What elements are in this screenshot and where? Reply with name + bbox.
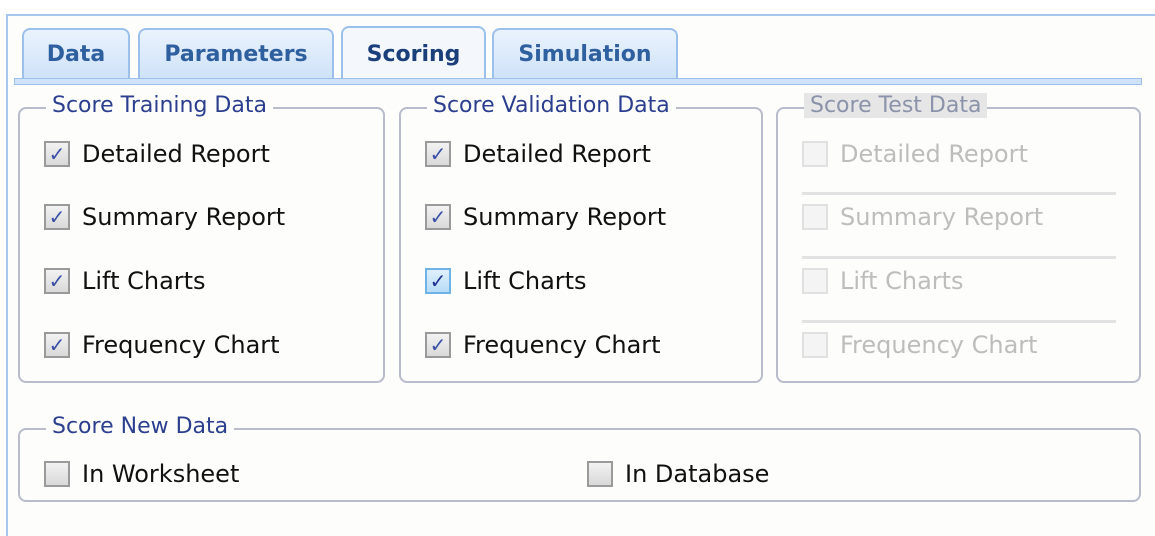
checkbox-unchecked-icon [802,141,828,167]
checkbox-label: Lift Charts [463,267,587,295]
tab-scoring[interactable]: Scoring [341,26,486,80]
checkbox-checked-icon[interactable]: ✓ [425,141,451,167]
frequency-chart-checkbox-row[interactable]: ✓ Frequency Chart [44,331,280,359]
group-title: Score New Data [46,414,235,439]
checkbox-label: Summary Report [82,203,286,231]
checkbox-checked-icon[interactable]: ✓ [44,204,70,230]
checkbox-checked-icon[interactable]: ✓ [44,332,70,358]
detailed-report-checkbox-row[interactable]: ✓ Detailed Report [425,140,651,168]
in-worksheet-checkbox-row[interactable]: In Worksheet [44,460,239,488]
score-training-data-group: Score Training Data ✓ Detailed Report ✓ Sum… [18,93,385,383]
tab-parameters[interactable]: Parameters [138,28,334,78]
checkbox-label: In Worksheet [82,460,240,488]
score-new-data-group: Score New Data In Worksheet In Database [18,414,1141,502]
checkbox-label: Detailed Report [82,140,270,168]
checkbox-checked-icon[interactable]: ✓ [44,141,70,167]
tab-bar-underline [14,78,1142,85]
checkbox-checked-icon[interactable]: ✓ [425,204,451,230]
summary-report-checkbox-row[interactable]: ✓ Summary Report [425,203,666,231]
checkbox-checked-icon[interactable]: ✓ [425,268,451,294]
tab-data[interactable]: Data [22,28,130,78]
checkbox-label: Lift Charts [82,267,206,295]
checkbox-label: Lift Charts [840,267,964,295]
checkbox-checked-icon[interactable]: ✓ [425,332,451,358]
checkbox-unchecked-icon [802,268,828,294]
frequency-chart-checkbox-row: Frequency Chart [802,331,1038,359]
checkbox-unchecked-icon[interactable] [587,461,613,487]
lift-charts-checkbox-row[interactable]: ✓ Lift Charts [425,267,587,295]
checkbox-unchecked-icon [802,204,828,230]
checkbox-label: Detailed Report [840,140,1028,168]
score-validation-data-group: Score Validation Data ✓ Detailed Report ✓ S… [399,93,763,383]
group-title: Score Validation Data [427,93,676,118]
summary-report-checkbox-row: Summary Report [802,203,1043,231]
summary-report-checkbox-row[interactable]: ✓ Summary Report [44,203,285,231]
tab-simulation[interactable]: Simulation [492,28,678,78]
divider [802,192,1116,195]
group-title: Score Test Data [804,93,988,118]
checkbox-unchecked-icon[interactable] [44,461,70,487]
frequency-chart-checkbox-row[interactable]: ✓ Frequency Chart [425,331,661,359]
divider [802,256,1116,259]
checkbox-checked-icon[interactable]: ✓ [44,268,70,294]
checkbox-label: Frequency Chart [82,331,280,359]
checkbox-label: In Database [625,460,770,488]
divider [802,320,1116,323]
detailed-report-checkbox-row: Detailed Report [802,140,1028,168]
checkbox-label: Frequency Chart [840,331,1038,359]
group-title: Score Training Data [46,93,273,118]
score-test-data-group: Score Test Data Detailed Report Summary R… [776,93,1141,383]
in-database-checkbox-row[interactable]: In Database [587,460,769,488]
checkbox-label: Detailed Report [463,140,651,168]
lift-charts-checkbox-row[interactable]: ✓ Lift Charts [44,267,206,295]
detailed-report-checkbox-row[interactable]: ✓ Detailed Report [44,140,270,168]
lift-charts-checkbox-row: Lift Charts [802,267,964,295]
checkbox-label: Summary Report [463,203,667,231]
checkbox-label: Frequency Chart [463,331,661,359]
checkbox-unchecked-icon [802,332,828,358]
checkbox-label: Summary Report [840,203,1044,231]
